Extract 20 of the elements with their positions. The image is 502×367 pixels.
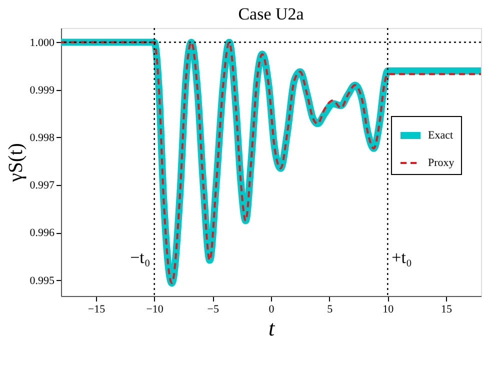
y-axis-title: γS(t) — [4, 143, 27, 183]
x-tick-label: −10 — [146, 304, 164, 316]
x-tick-label: −15 — [88, 304, 106, 316]
x-axis-title: t — [268, 316, 276, 340]
x-tick-label: 5 — [327, 304, 334, 316]
y-tick-label: 0.998 — [30, 132, 55, 144]
y-tick-label: 1.000 — [30, 36, 55, 49]
x-tick-label: 15 — [441, 304, 452, 316]
x-tick-label: −5 — [207, 304, 220, 316]
y-tick-label: 0.995 — [30, 274, 55, 287]
legend-label: Proxy — [428, 157, 455, 169]
y-tick-label: 0.996 — [30, 227, 55, 240]
x-tick-label: 10 — [382, 304, 394, 316]
x-tick-label: 0 — [268, 304, 275, 316]
legend-label: Exact — [428, 130, 454, 142]
ref-line-label: −t₀ — [130, 248, 150, 267]
chart-title: Case U2a — [238, 4, 304, 24]
y-tick-label: 0.999 — [30, 84, 55, 96]
ref-line-label: +t₀ — [392, 248, 412, 267]
y-tick-label: 0.997 — [30, 180, 55, 192]
